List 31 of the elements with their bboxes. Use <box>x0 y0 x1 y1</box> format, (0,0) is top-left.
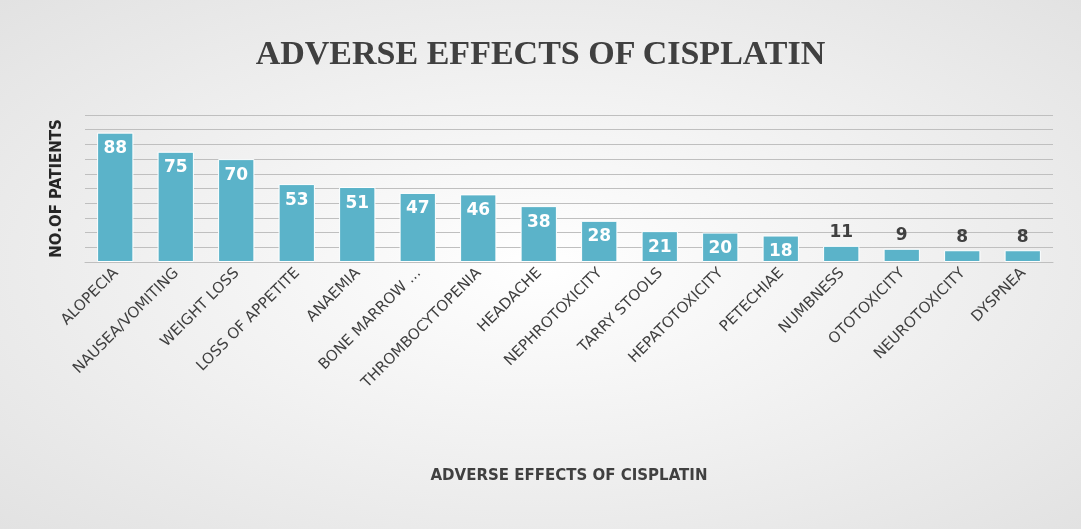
data-label: 21 <box>647 235 672 256</box>
bar <box>97 132 134 262</box>
bar <box>157 151 194 262</box>
data-label: 18 <box>768 240 793 261</box>
data-label: 70 <box>224 163 249 184</box>
data-label: 38 <box>526 210 551 231</box>
x-axis-title: ADVERSE EFFECTS OF CISPLATIN <box>430 465 708 484</box>
data-label: 20 <box>708 237 733 258</box>
data-label: 8 <box>1016 225 1029 246</box>
data-label: 88 <box>103 137 128 158</box>
data-label: 8 <box>956 225 969 246</box>
bar <box>339 187 376 262</box>
data-label: 47 <box>405 197 430 218</box>
bar <box>944 250 981 262</box>
data-label: 9 <box>895 224 908 245</box>
data-label: 11 <box>829 221 854 242</box>
data-label: 28 <box>587 225 612 246</box>
bar <box>1004 250 1041 262</box>
bar <box>399 192 436 262</box>
bar <box>278 184 315 262</box>
bar <box>218 159 255 262</box>
bar <box>520 206 557 262</box>
bar <box>883 248 920 262</box>
data-label: 51 <box>345 191 370 212</box>
data-label: 75 <box>163 156 188 177</box>
chart-title: ADVERSE EFFECTS OF CISPLATIN <box>255 33 826 71</box>
data-label: 46 <box>466 198 491 219</box>
y-axis-title: NO.OF PATIENTS <box>46 119 65 258</box>
bar <box>460 194 497 262</box>
data-label: 53 <box>284 188 309 209</box>
bar <box>823 245 860 262</box>
